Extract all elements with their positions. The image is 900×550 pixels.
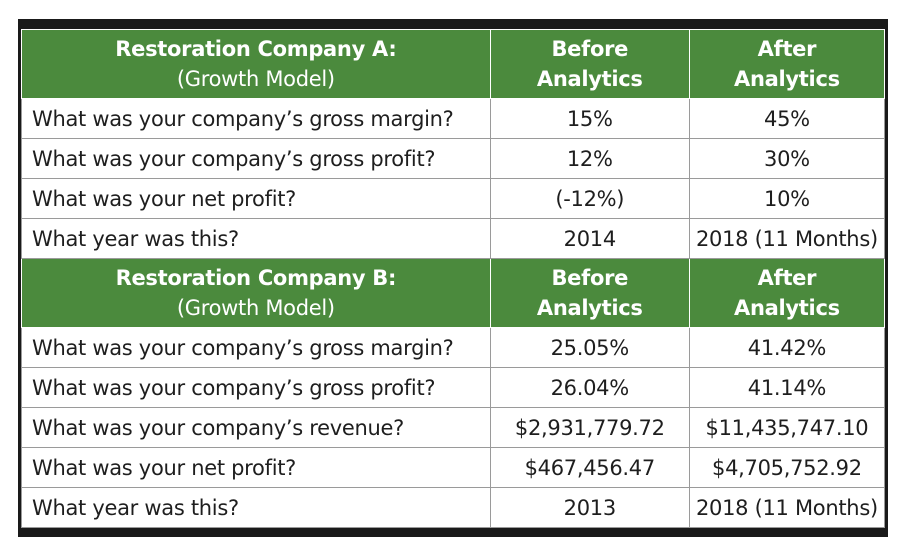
after-value-cell: 41.14%	[688, 367, 886, 408]
after-value-cell: $4,705,752.92	[688, 447, 886, 488]
table-row: What was your company’s gross profit? 12…	[21, 138, 886, 179]
after-label-1: After	[757, 266, 817, 290]
section-header-row: Restoration Company A: (Growth Model) Bef…	[21, 29, 886, 99]
after-label-2: Analytics	[734, 296, 840, 320]
after-label-2: Analytics	[734, 67, 840, 91]
question-cell: What was your net profit?	[21, 447, 491, 488]
after-value-cell: 30%	[688, 138, 886, 179]
table-row: What year was this? 2013 2018 (11 Months…	[21, 487, 886, 528]
question-cell: What was your company’s gross margin?	[21, 327, 491, 368]
after-value-cell: 45%	[688, 98, 886, 139]
table-row: What year was this? 2014 2018 (11 Months…	[21, 218, 886, 259]
before-value-cell: 2014	[489, 218, 690, 259]
table-row: What was your net profit? (-12%) 10%	[21, 178, 886, 219]
before-value-cell: 2013	[489, 487, 690, 528]
section-header-row: Restoration Company B: (Growth Model) Bef…	[21, 258, 886, 328]
before-header: Before Analytics	[489, 29, 690, 99]
before-header: Before Analytics	[489, 258, 690, 328]
after-header: After Analytics	[688, 29, 886, 99]
section-title-cell: Restoration Company B: (Growth Model)	[21, 258, 491, 328]
after-value-cell: $11,435,747.10	[688, 407, 886, 448]
section-subtitle: (Growth Model)	[176, 67, 335, 91]
after-header: After Analytics	[688, 258, 886, 328]
section-title: Restoration Company A:	[115, 37, 397, 61]
after-value-cell: 2018 (11 Months)	[688, 218, 886, 259]
before-label-1: Before	[551, 37, 629, 61]
table-row: What was your company’s gross margin? 25…	[21, 327, 886, 368]
question-cell: What was your company’s gross profit?	[21, 138, 491, 179]
question-cell: What year was this?	[21, 218, 491, 259]
question-cell: What was your company’s gross margin?	[21, 98, 491, 139]
comparison-table: Restoration Company A: (Growth Model) Bef…	[21, 29, 886, 528]
section-subtitle: (Growth Model)	[176, 296, 335, 320]
after-value-cell: 2018 (11 Months)	[688, 487, 886, 528]
table-row: What was your company’s gross profit? 26…	[21, 367, 886, 408]
table-row: What was your company’s gross margin? 15…	[21, 98, 886, 139]
before-label-1: Before	[551, 266, 629, 290]
section-title-cell: Restoration Company A: (Growth Model)	[21, 29, 491, 99]
question-cell: What was your net profit?	[21, 178, 491, 219]
before-value-cell: (-12%)	[489, 178, 690, 219]
before-label-2: Analytics	[536, 296, 643, 320]
before-value-cell: 26.04%	[489, 367, 690, 408]
section-title: Restoration Company B:	[115, 266, 397, 290]
before-value-cell: 15%	[489, 98, 690, 139]
before-value-cell: 12%	[489, 138, 690, 179]
question-cell: What was your company’s revenue?	[21, 407, 491, 448]
table-row: What was your company’s revenue? $2,931,…	[21, 407, 886, 448]
before-label-2: Analytics	[536, 67, 643, 91]
before-value-cell: 25.05%	[489, 327, 690, 368]
question-cell: What was your company’s gross profit?	[21, 367, 491, 408]
after-label-1: After	[757, 37, 817, 61]
before-value-cell: $2,931,779.72	[489, 407, 690, 448]
before-value-cell: $467,456.47	[489, 447, 690, 488]
after-value-cell: 10%	[688, 178, 886, 219]
after-value-cell: 41.42%	[688, 327, 886, 368]
question-cell: What year was this?	[21, 487, 491, 528]
comparison-table-frame: Restoration Company A: (Growth Model) Bef…	[18, 19, 888, 537]
table-row: What was your net profit? $467,456.47 $4…	[21, 447, 886, 488]
